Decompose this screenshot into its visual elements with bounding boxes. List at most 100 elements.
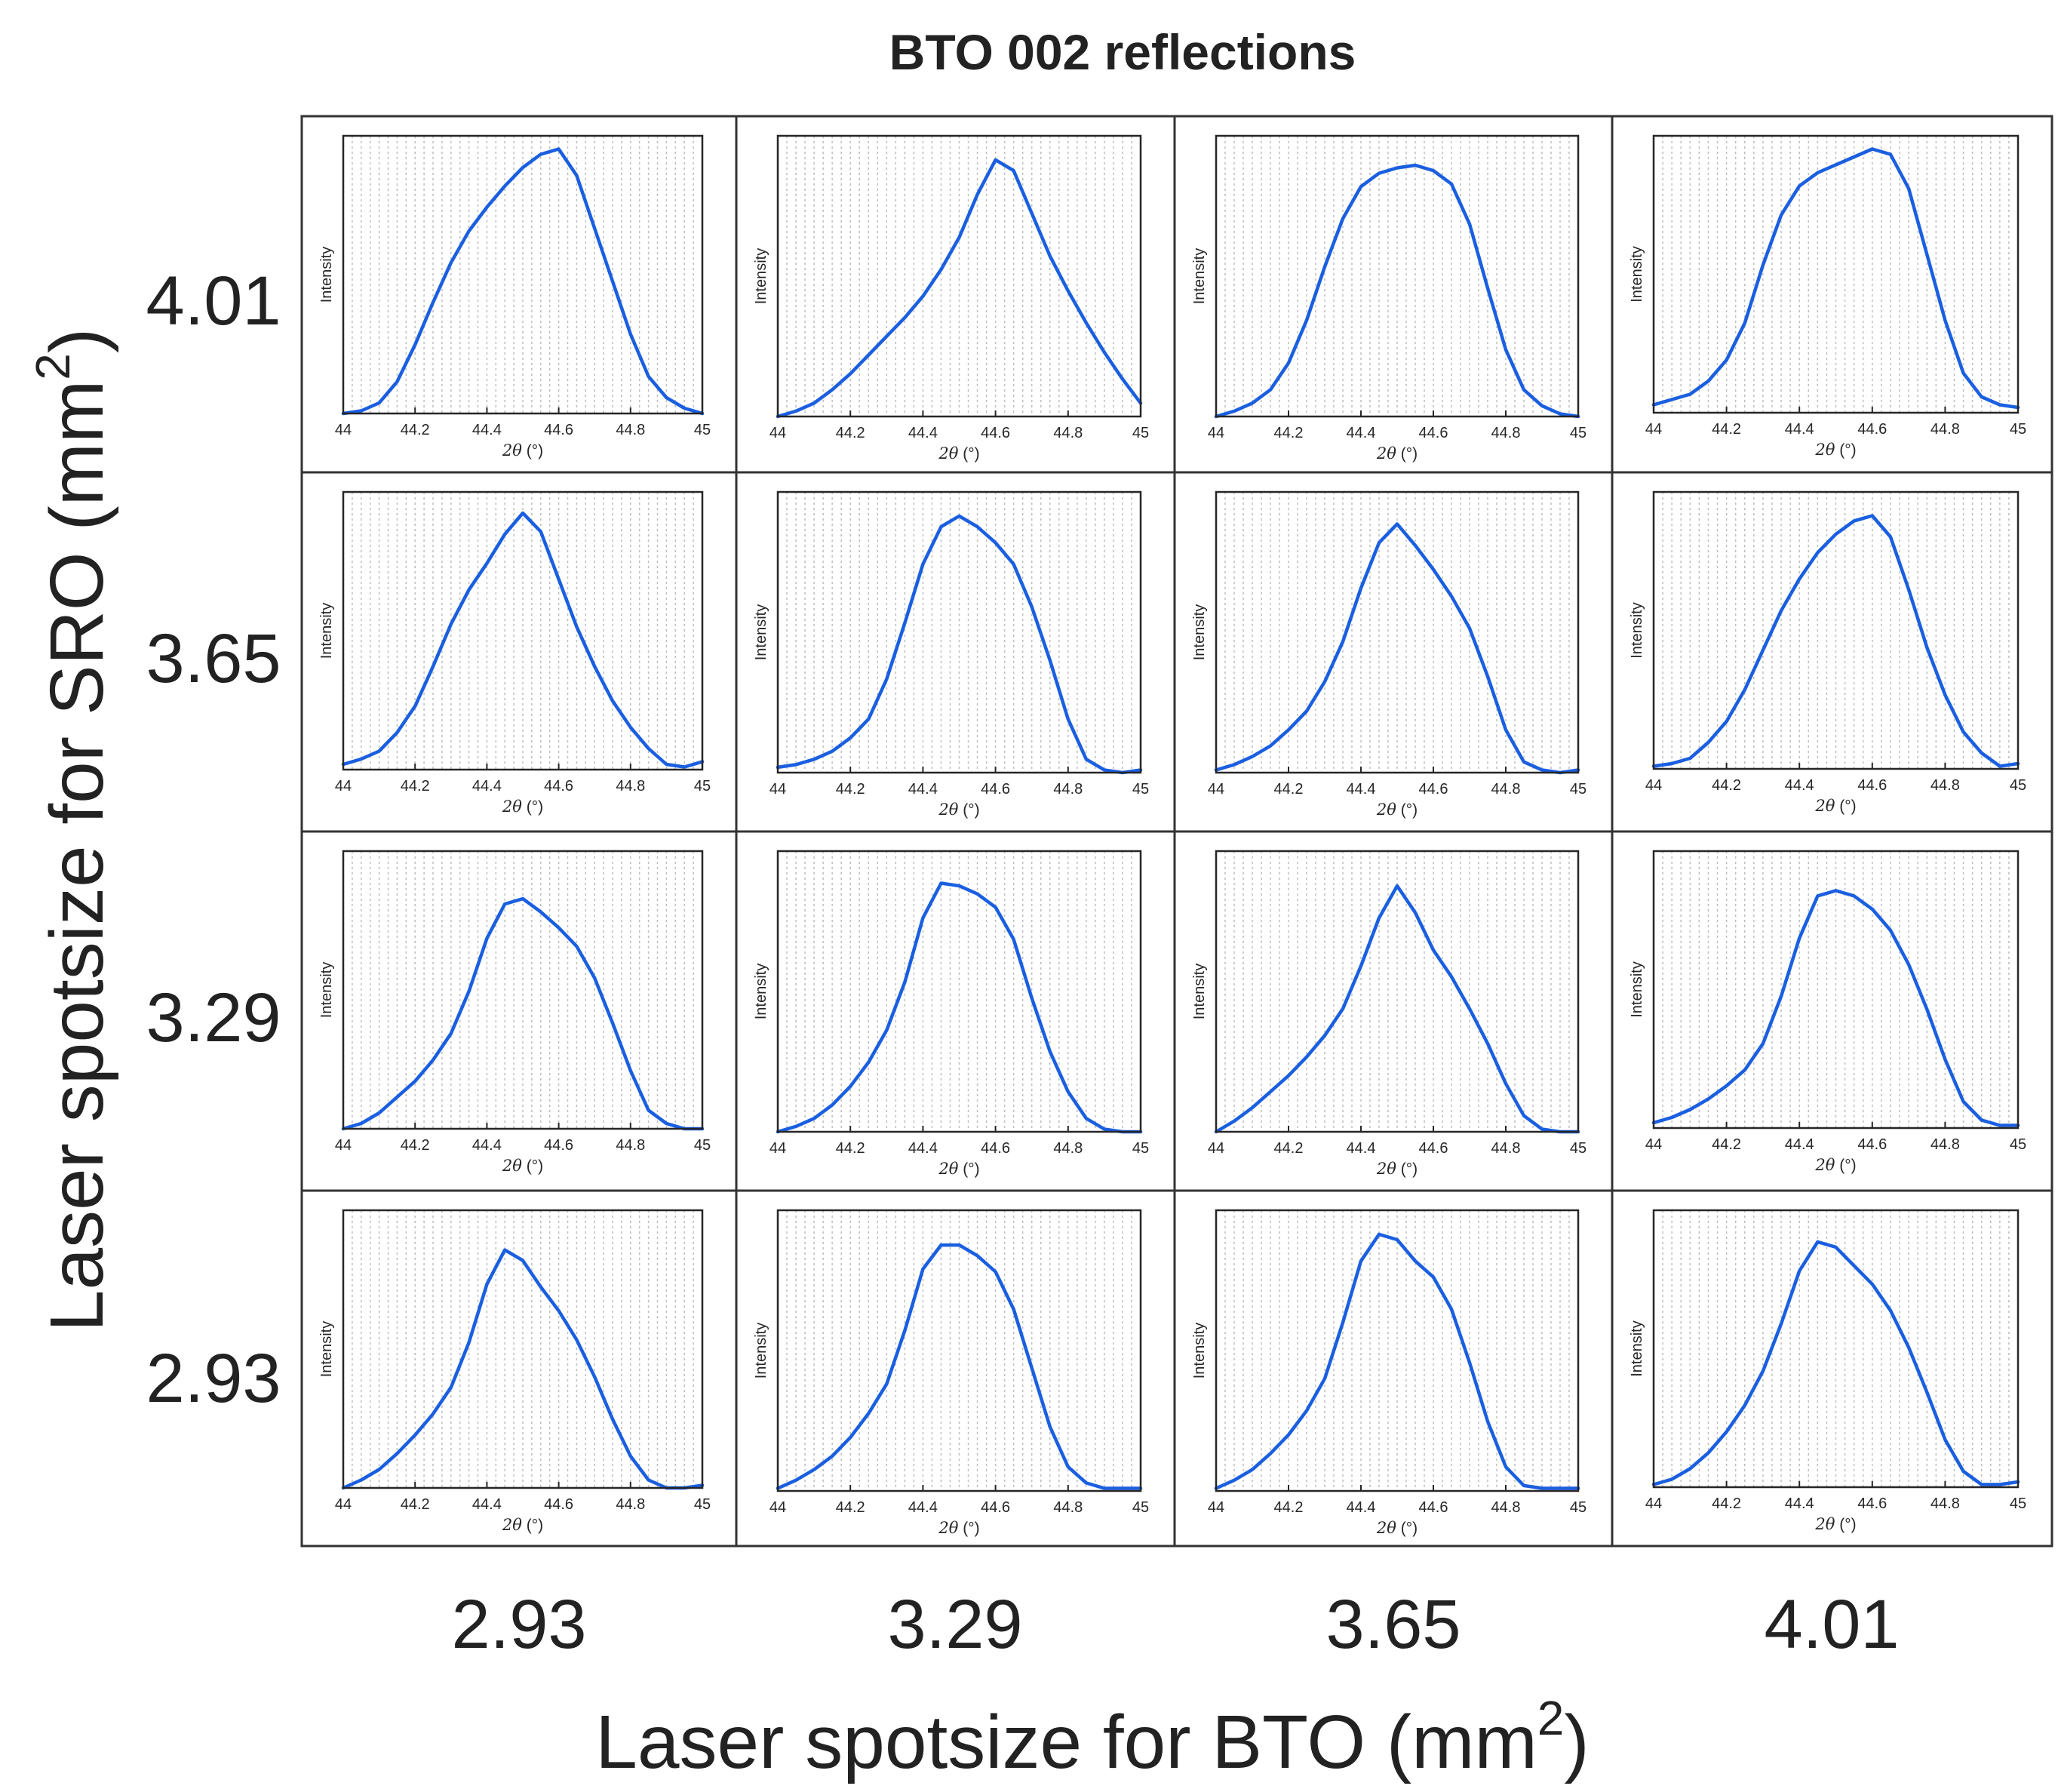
x-tick-label: 44.2 [1274, 1499, 1304, 1516]
x-tick-label: 44.8 [1931, 1495, 1960, 1512]
panel-x-axis-label-symbol: 2θ [502, 798, 522, 816]
outer-x-axis-label-exponent: 2 [1537, 1691, 1565, 1745]
row-labels: 4.01 3.65 3.29 2.93 [146, 263, 281, 1417]
panel-x-axis-label: 2θ (°) [1376, 1160, 1418, 1178]
panel-x-axis-label-symbol: 2θ [938, 444, 958, 463]
x-tick-label: 44.4 [472, 422, 502, 438]
panel-y-axis-label: Intensity [318, 603, 335, 659]
x-tick-label: 44 [335, 1137, 352, 1154]
panel-x-axis-label: 2θ (°) [1376, 801, 1418, 819]
panel-axes-box [342, 490, 704, 771]
x-tick-label: 44 [1208, 425, 1224, 441]
x-tick-label: 44 [335, 422, 352, 438]
column-labels: 2.93 3.29 3.65 4.01 [451, 1586, 1899, 1663]
data-line [341, 147, 705, 416]
x-tick-label: 44.2 [1712, 421, 1741, 438]
panel: 44 44.2 44.4 44.6 44.8 45 2θ (°) Intensity [1629, 1209, 2026, 1533]
x-tick-label: 45 [2010, 1136, 2026, 1153]
panel-x-axis-label-symbol: 2θ [1376, 444, 1396, 463]
data-line [341, 896, 705, 1131]
panel-y-axis-label: Intensity [318, 1321, 335, 1377]
x-tick-label: 45 [1570, 781, 1587, 798]
x-tick-label: 44.2 [401, 422, 430, 438]
x-tick-label: 44 [1645, 777, 1662, 794]
x-tick-label: 45 [1570, 425, 1587, 441]
panel-x-axis-label-unit: (°) [522, 1157, 543, 1175]
x-tick-label: 44.2 [1274, 1140, 1304, 1157]
panel-axes-box [1215, 1209, 1580, 1492]
panel-x-axis-label-symbol: 2θ [1376, 1519, 1396, 1537]
x-tick-label: 44 [335, 1496, 352, 1513]
x-tick-label: 45 [1132, 1499, 1149, 1516]
outer-x-axis-label: Laser spotsize for BTO (mm2) [595, 1691, 1589, 1784]
x-tick-label: 44.2 [836, 1499, 865, 1516]
x-tick-label: 44.6 [1419, 1499, 1448, 1516]
panel-y-axis-label: Intensity [1191, 248, 1208, 304]
data-line [341, 511, 705, 769]
x-tick-label: 44.8 [616, 1137, 645, 1154]
x-tick-label: 44.4 [1347, 1140, 1376, 1157]
data-line [1651, 514, 2020, 768]
x-tick-label: 45 [1132, 425, 1149, 441]
x-tick-label: 44.2 [1712, 777, 1741, 794]
x-tick-label: 44.4 [908, 1140, 938, 1157]
panel: 44 44.2 44.4 44.6 44.8 45 2θ (°) Intensity [318, 490, 711, 816]
x-tick-label: 45 [2010, 421, 2026, 438]
x-tick-label: 45 [694, 1137, 711, 1154]
x-tick-label: 44.2 [401, 1496, 430, 1513]
x-tick-label: 44.2 [1274, 781, 1304, 798]
x-tick-label: 44 [769, 1140, 786, 1157]
x-tick-label: 44.2 [836, 1140, 865, 1157]
x-tick-label: 45 [1132, 1140, 1149, 1157]
panel-x-axis-label-symbol: 2θ [1814, 1156, 1835, 1174]
panel-axes-box [776, 134, 1142, 418]
outer-x-axis-label-main: Laser spotsize for BTO (mm [595, 1700, 1537, 1784]
column-label: 4.01 [1764, 1586, 1899, 1663]
panel-x-axis-label-unit: (°) [1396, 801, 1418, 819]
x-tick-label: 44.8 [1491, 1499, 1521, 1516]
outer-y-axis-label-main: Laser spotsize for SRO (mm [35, 380, 119, 1332]
x-tick-label: 44.2 [401, 1137, 430, 1154]
panel: 44 44.2 44.4 44.6 44.8 45 2θ (°) Intensity [1629, 850, 2026, 1174]
x-tick-label: 44 [335, 778, 352, 795]
panel-x-axis-label-unit: (°) [522, 798, 543, 816]
data-line [1214, 522, 1580, 775]
x-tick-label: 44.4 [908, 1499, 938, 1516]
x-tick-label: 44 [1645, 1136, 1662, 1153]
x-tick-label: 44.8 [1053, 1499, 1083, 1516]
panel-x-axis-label-symbol: 2θ [1814, 1515, 1835, 1533]
data-line [776, 881, 1143, 1134]
x-tick-label: 44.4 [1785, 1495, 1814, 1512]
x-tick-label: 44.8 [1931, 421, 1960, 438]
row-label: 4.01 [146, 263, 281, 340]
panel-x-axis-label: 2θ (°) [938, 1519, 979, 1537]
data-line [776, 514, 1143, 775]
x-tick-label: 44.8 [616, 1496, 645, 1513]
column-label: 3.29 [887, 1586, 1022, 1663]
panel-axes-box [1652, 134, 2020, 414]
panel-x-axis-label-unit: (°) [1396, 1520, 1418, 1537]
data-line [341, 1248, 705, 1490]
panel: 44 44.2 44.4 44.6 44.8 45 2θ (°) Intensity [753, 134, 1149, 463]
x-tick-label: 44.8 [1053, 781, 1083, 798]
x-tick-label: 44 [769, 781, 786, 798]
panel-x-axis-label: 2θ (°) [938, 1160, 979, 1178]
x-tick-label: 45 [1570, 1499, 1587, 1516]
x-tick-label: 44.4 [472, 778, 502, 795]
panel: 44 44.2 44.4 44.6 44.8 45 2θ (°) Intensity [1191, 490, 1587, 819]
grid-table [300, 115, 2053, 1548]
panel: 44 44.2 44.4 44.6 44.8 45 2θ (°) Intensity [1629, 490, 2026, 815]
panel-x-axis-label-unit: (°) [958, 1520, 979, 1537]
panel-x-axis-label-unit: (°) [522, 1517, 543, 1534]
x-tick-label: 44 [1208, 1140, 1224, 1157]
x-tick-label: 44.8 [1931, 1136, 1960, 1153]
panel: 44 44.2 44.4 44.6 44.8 45 2θ (°) Intensity [753, 850, 1149, 1178]
x-tick-label: 44.6 [1857, 1495, 1887, 1512]
x-tick-label: 44.6 [544, 778, 573, 795]
x-tick-label: 44.2 [1274, 425, 1304, 441]
data-line [1214, 163, 1580, 419]
panel-x-axis-label-unit: (°) [1835, 1516, 1856, 1533]
x-tick-label: 44.8 [1491, 425, 1521, 441]
panel-axes-box [1215, 134, 1580, 418]
x-tick-label: 44.6 [1419, 1140, 1448, 1157]
